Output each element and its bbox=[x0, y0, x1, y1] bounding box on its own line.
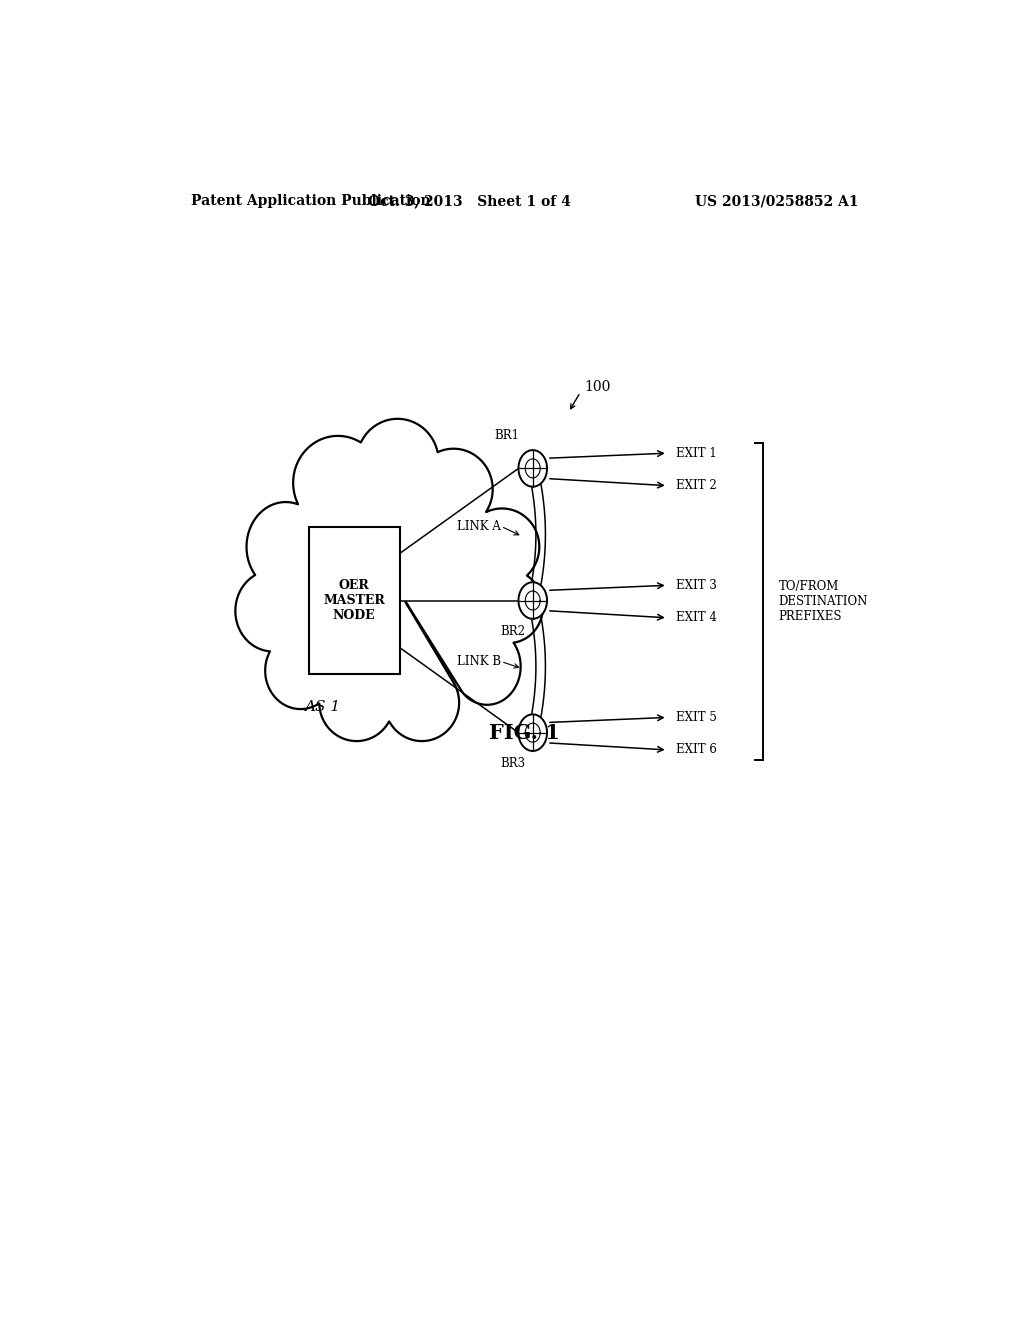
Text: EXIT 4: EXIT 4 bbox=[676, 611, 717, 624]
Text: Oct. 3, 2013   Sheet 1 of 4: Oct. 3, 2013 Sheet 1 of 4 bbox=[368, 194, 570, 209]
Text: 100: 100 bbox=[585, 380, 610, 395]
Text: LINK A: LINK A bbox=[458, 520, 501, 533]
Text: BR3: BR3 bbox=[501, 758, 525, 770]
Text: TO/FROM
DESTINATION
PREFIXES: TO/FROM DESTINATION PREFIXES bbox=[778, 579, 868, 623]
FancyBboxPatch shape bbox=[308, 527, 399, 675]
Circle shape bbox=[518, 714, 547, 751]
Text: EXIT 1: EXIT 1 bbox=[676, 446, 717, 459]
Text: OER
MASTER
NODE: OER MASTER NODE bbox=[324, 579, 385, 622]
Text: EXIT 3: EXIT 3 bbox=[676, 578, 717, 591]
Circle shape bbox=[518, 582, 547, 619]
Circle shape bbox=[518, 450, 547, 487]
Text: EXIT 6: EXIT 6 bbox=[676, 743, 717, 756]
Text: BR2: BR2 bbox=[501, 624, 525, 638]
Text: FIG. 1: FIG. 1 bbox=[489, 722, 560, 743]
Text: EXIT 5: EXIT 5 bbox=[676, 711, 717, 723]
Text: LINK B: LINK B bbox=[458, 655, 502, 668]
Text: US 2013/0258852 A1: US 2013/0258852 A1 bbox=[694, 194, 858, 209]
Text: EXIT 2: EXIT 2 bbox=[676, 479, 717, 492]
Text: BR1: BR1 bbox=[495, 429, 520, 442]
Text: AS 1: AS 1 bbox=[304, 700, 341, 714]
Text: Patent Application Publication: Patent Application Publication bbox=[191, 194, 431, 209]
